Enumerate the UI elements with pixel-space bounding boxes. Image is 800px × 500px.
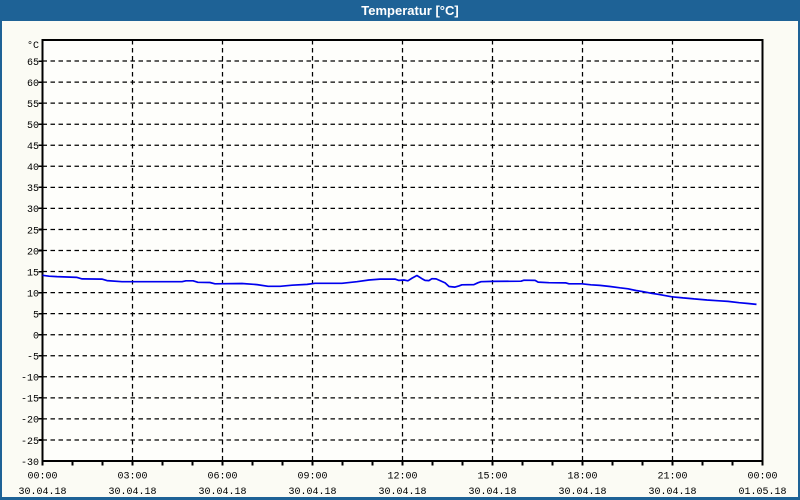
svg-text:18:00: 18:00: [567, 472, 597, 483]
y-axis-unit-label: °C: [27, 40, 39, 52]
svg-text:12:00: 12:00: [387, 472, 417, 483]
svg-text:21:00: 21:00: [657, 472, 687, 483]
svg-text:10: 10: [27, 289, 39, 300]
svg-text:60: 60: [27, 79, 39, 90]
svg-text:-5: -5: [27, 353, 39, 364]
svg-text:30.04.18: 30.04.18: [468, 487, 516, 498]
svg-text:45: 45: [27, 142, 39, 153]
vertical-gridlines: [131, 40, 674, 466]
svg-text:01.05.18: 01.05.18: [738, 487, 786, 498]
window-title: Temperatur [°C]: [361, 3, 459, 18]
plot-frame: [41, 39, 764, 462]
svg-text:06:00: 06:00: [207, 472, 237, 483]
svg-text:65: 65: [27, 58, 39, 69]
svg-text:-30: -30: [21, 458, 39, 469]
svg-text:25: 25: [27, 226, 39, 237]
svg-text:40: 40: [27, 163, 39, 174]
svg-text:35: 35: [27, 184, 39, 195]
x-axis-labels: 00:00 30.04.18 03:00 30.04.18 06:00 30.04.18 0…: [18, 472, 786, 499]
window-titlebar: Temperatur [°C]: [2, 0, 798, 21]
svg-text:0: 0: [33, 332, 39, 343]
svg-text:50: 50: [27, 121, 39, 132]
svg-text:30.04.18: 30.04.18: [288, 487, 336, 498]
svg-text:55: 55: [27, 100, 39, 111]
svg-text:15:00: 15:00: [477, 472, 507, 483]
svg-text:30.04.18: 30.04.18: [198, 487, 246, 498]
svg-text:30.04.18: 30.04.18: [18, 487, 66, 498]
svg-text:15: 15: [27, 268, 39, 279]
svg-text:30.04.18: 30.04.18: [558, 487, 606, 498]
svg-text:30.04.18: 30.04.18: [108, 487, 156, 498]
svg-text:-15: -15: [21, 395, 39, 406]
svg-text:30: 30: [27, 205, 39, 216]
svg-text:00:00: 00:00: [27, 472, 57, 483]
temperature-series-line: [42, 274, 757, 306]
svg-text:30.04.18: 30.04.18: [648, 487, 696, 498]
svg-text:-20: -20: [21, 416, 39, 427]
svg-text:30.04.18: 30.04.18: [378, 487, 426, 498]
svg-text:°C: °C: [27, 40, 39, 52]
svg-text:20: 20: [27, 247, 39, 258]
svg-text:5: 5: [33, 310, 39, 321]
svg-text:00:00: 00:00: [747, 472, 777, 483]
svg-text:09:00: 09:00: [297, 472, 327, 483]
svg-text:-10: -10: [21, 374, 39, 385]
svg-text:03:00: 03:00: [117, 472, 147, 483]
svg-text:-25: -25: [21, 437, 39, 448]
y-axis-labels: 65605550454035302520151050-5-10-15-20-25…: [21, 58, 39, 469]
